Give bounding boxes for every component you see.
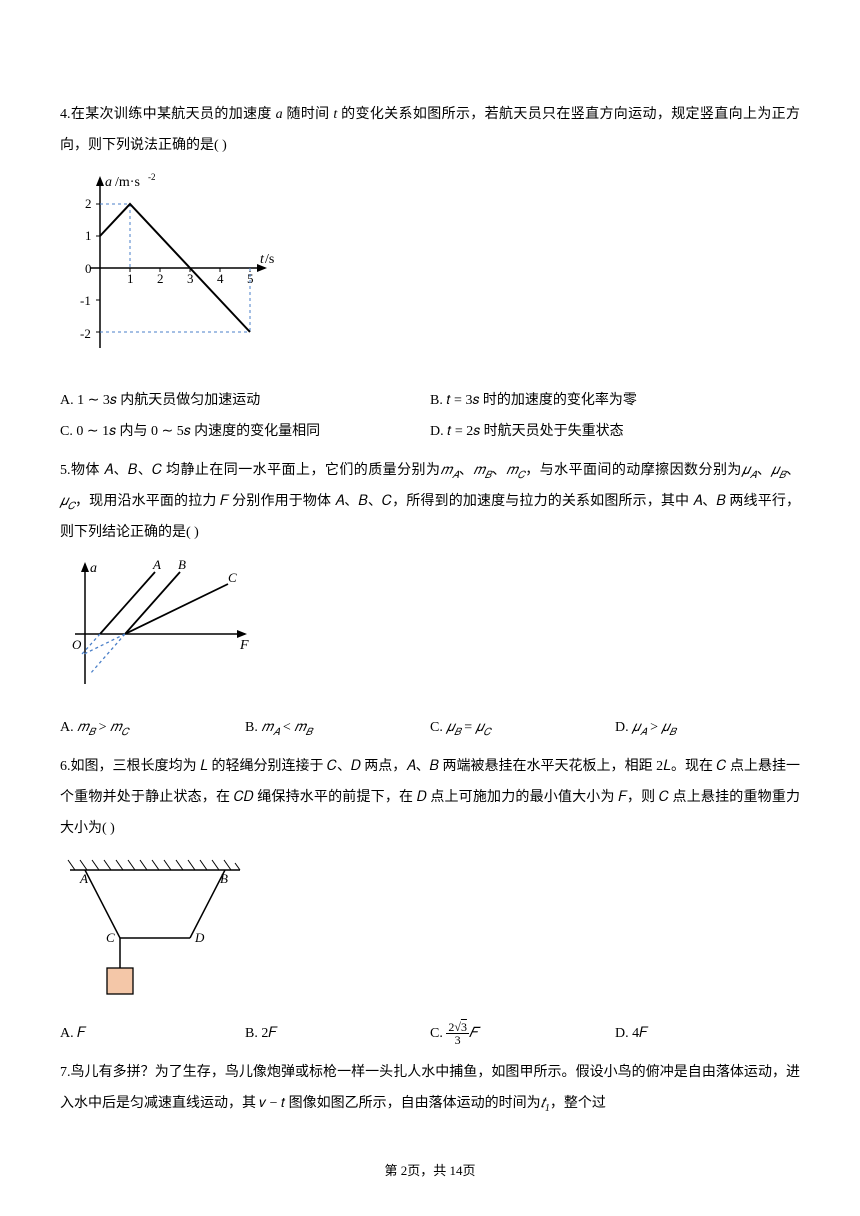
svg-text:C: C	[228, 570, 237, 585]
question-6: 6.如图，三根长度均为 𝐿 的轻绳分别连接于 𝐶、𝐷 两点，𝐴、𝐵 两端被悬挂在…	[60, 752, 800, 1050]
q4-options: A. 1 ∼ 3𝑠 内航天员做匀加速运动 B. 𝑡 = 3𝑠 时的加速度的变化率…	[60, 386, 800, 448]
svg-text:/s: /s	[265, 252, 274, 267]
question-5: 5.物体 𝐴、𝐵、𝐶 均静止在同一水平面上，它们的质量分别为𝑚𝐴、𝑚𝐵、𝑚𝐶，与…	[60, 456, 800, 744]
q5-text: 5.物体 𝐴、𝐵、𝐶 均静止在同一水平面上，它们的质量分别为𝑚𝐴、𝑚𝐵、𝑚𝐶，与…	[60, 456, 800, 548]
q5-opt-c: C. 𝜇𝐵 = 𝜇𝐶	[430, 713, 615, 744]
svg-text:a: a	[90, 561, 97, 576]
svg-text:O: O	[72, 637, 82, 652]
svg-text:B: B	[178, 557, 186, 572]
q6-opt-d: D. 4𝐹	[615, 1019, 800, 1050]
q6-options: A. 𝐹 B. 2𝐹 C. 2√33𝐹 D. 4𝐹	[60, 1019, 800, 1050]
page-footer: 第 2页，共 14页	[0, 1157, 860, 1186]
q6-opt-a: A. 𝐹	[60, 1019, 245, 1050]
svg-text:-1: -1	[80, 293, 91, 308]
svg-text:A: A	[152, 557, 161, 572]
q6-opt-b: B. 2𝐹	[245, 1019, 430, 1050]
q4-figure: a /m·s -2 t /s 2 1 0 -1 -2 1 2 3 4 5	[60, 168, 800, 381]
svg-text:/m·s: /m·s	[115, 175, 140, 190]
q4-opt-c: C. 0 ∼ 1𝑠 内与 0 ∼ 5𝑠 内速度的变化量相同	[60, 417, 430, 448]
svg-text:2: 2	[157, 271, 164, 286]
q7-num: 7.	[60, 1065, 71, 1080]
svg-text:1: 1	[127, 271, 134, 286]
q5-opt-b: B. 𝑚𝐴 < 𝑚𝐵	[245, 713, 430, 744]
svg-text:C: C	[106, 930, 115, 945]
svg-text:0: 0	[85, 261, 92, 276]
svg-text:5: 5	[247, 271, 254, 286]
q4-text: 4.在某次训练中某航天员的加速度 a 随时间 t 的变化关系如图所示，若航天员只…	[60, 100, 800, 162]
q5-opt-a: A. 𝑚𝐵 > 𝑚𝐶	[60, 713, 245, 744]
q4-opt-b: B. 𝑡 = 3𝑠 时的加速度的变化率为零	[430, 386, 800, 417]
svg-text:1: 1	[85, 228, 92, 243]
q5-options: A. 𝑚𝐵 > 𝑚𝐶 B. 𝑚𝐴 < 𝑚𝐵 C. 𝜇𝐵 = 𝜇𝐶 D. 𝜇𝐴 >…	[60, 713, 800, 744]
q4-opt-d: D. 𝑡 = 2𝑠 时航天员处于失重状态	[430, 417, 800, 448]
question-4: 4.在某次训练中某航天员的加速度 a 随时间 t 的变化关系如图所示，若航天员只…	[60, 100, 800, 448]
q5-num: 5.	[60, 463, 71, 478]
q4-opt-a: A. 1 ∼ 3𝑠 内航天员做匀加速运动	[60, 386, 430, 417]
q7-text: 7.鸟儿有多拼？为了生存，鸟儿像炮弹或标枪一样一头扎人水中捕鱼，如图甲所示。假设…	[60, 1058, 800, 1120]
q6-figure: A B C D	[60, 850, 800, 1013]
q6-text: 6.如图，三根长度均为 𝐿 的轻绳分别连接于 𝐶、𝐷 两点，𝐴、𝐵 两端被悬挂在…	[60, 752, 800, 844]
svg-text:-2: -2	[80, 326, 91, 341]
question-7: 7.鸟儿有多拼？为了生存，鸟儿像炮弹或标枪一样一头扎人水中捕鱼，如图甲所示。假设…	[60, 1058, 800, 1120]
svg-text:a: a	[105, 175, 112, 190]
q5-opt-d: D. 𝜇𝐴 > 𝜇𝐵	[615, 713, 800, 744]
svg-text:B: B	[220, 871, 228, 886]
svg-text:-2: -2	[148, 172, 156, 182]
q6-opt-c: C. 2√33𝐹	[430, 1019, 615, 1050]
svg-text:D: D	[194, 930, 205, 945]
q6-num: 6.	[60, 759, 71, 774]
svg-text:4: 4	[217, 271, 224, 286]
svg-text:3: 3	[187, 271, 194, 286]
svg-text:A: A	[79, 871, 88, 886]
q4-num: 4.	[60, 107, 71, 122]
svg-text:F: F	[239, 638, 249, 653]
q5-figure: a F O A B C	[60, 554, 800, 707]
svg-text:2: 2	[85, 196, 92, 211]
